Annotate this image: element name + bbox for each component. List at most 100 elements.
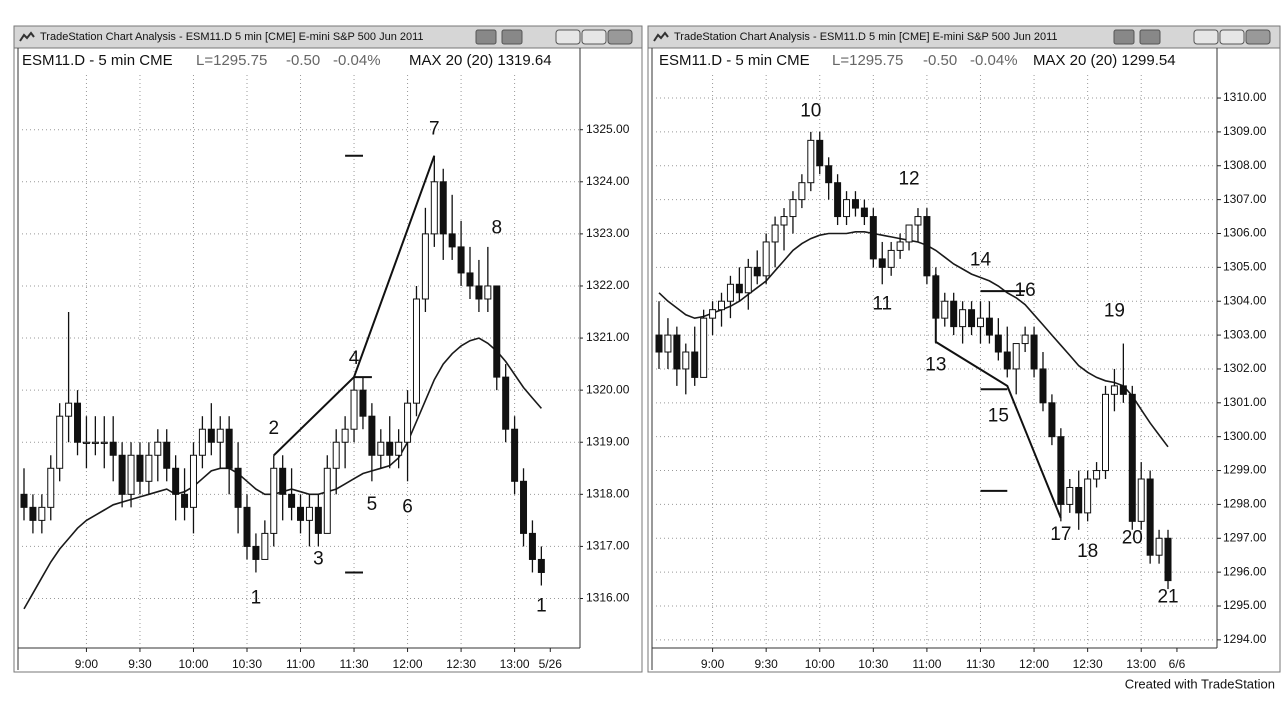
x-tick-label: 9:30 [128, 657, 152, 671]
candle-body [843, 199, 851, 218]
y-tick-label: 1296.00 [1223, 564, 1267, 578]
x-tick-label: 10:30 [232, 657, 262, 671]
candle-body [735, 283, 743, 294]
candle-body [914, 216, 922, 226]
candle-body [528, 532, 536, 560]
candle-body [1110, 385, 1118, 395]
candle-body [994, 334, 1002, 353]
chart-window: TradeStation Chart Analysis - ESM11.D 5 … [647, 25, 1281, 673]
info-last: L=1295.75 [832, 52, 903, 69]
window-frame [13, 25, 643, 673]
candle-body [216, 428, 224, 443]
toolbar-button[interactable] [475, 29, 497, 45]
x-tick-label: 12:30 [446, 657, 476, 671]
candle-body [1048, 402, 1056, 438]
candle-body [100, 441, 108, 444]
candle-body [753, 266, 761, 277]
annotation: 16 [1015, 280, 1036, 301]
candle-body [807, 139, 815, 184]
trend-line [934, 274, 1062, 519]
x-tick-label: 10:30 [858, 657, 888, 671]
candle-body [1057, 436, 1065, 505]
candle-body [950, 300, 958, 328]
annotation: 1 [251, 588, 262, 609]
annotation: 12 [898, 168, 919, 189]
candle-body [878, 258, 886, 268]
candle-body [493, 285, 501, 378]
y-tick-label: 1300.00 [1223, 429, 1267, 443]
candle-body [82, 441, 90, 444]
annotation: 10 [800, 101, 821, 122]
annotation: 11 [872, 294, 892, 315]
candle-body [404, 402, 412, 443]
y-tick-label: 1320.00 [586, 382, 630, 396]
candle-body [691, 351, 699, 378]
info-change: -0.50 [923, 52, 957, 69]
x-tick-label: 9:30 [754, 657, 778, 671]
candle-body [1155, 537, 1163, 556]
candle-body [887, 249, 895, 268]
candle-body [941, 300, 949, 319]
candle-body [1012, 343, 1020, 370]
candle-body [91, 441, 99, 444]
annotation: 20 [1122, 527, 1143, 548]
candle-body [20, 493, 28, 508]
info-symbol: ESM11.D - 5 min CME [22, 52, 173, 69]
annotation: 7 [429, 119, 440, 140]
x-tick-label: 10:00 [805, 657, 835, 671]
maximize-button[interactable] [1219, 29, 1245, 45]
candle-body [74, 402, 82, 443]
info-indicator: MAX 20 (20) 1299.54 [1033, 52, 1176, 69]
candle-body [323, 467, 331, 534]
candle-body [968, 309, 976, 328]
candle-body [395, 441, 403, 456]
candle-body [163, 441, 171, 469]
candle-body [1164, 537, 1172, 582]
candle-body [484, 285, 492, 300]
close-button[interactable] [607, 29, 633, 45]
candle-body [726, 283, 734, 302]
annotation: 21 [1157, 587, 1178, 608]
y-tick-label: 1305.00 [1223, 260, 1267, 274]
info-change: -0.50 [286, 52, 320, 69]
candle-body [154, 441, 162, 456]
candle-body [198, 428, 206, 456]
minimize-button[interactable] [1193, 29, 1219, 45]
candle-body [655, 334, 663, 353]
maximize-button[interactable] [581, 29, 607, 45]
candle-body [511, 428, 519, 482]
candle-body [38, 506, 46, 521]
annotation: 6 [402, 496, 413, 517]
candle-body [439, 181, 447, 235]
candle-body [350, 389, 358, 430]
annotation: 17 [1050, 524, 1071, 545]
candle-body [1030, 334, 1038, 370]
y-tick-label: 1304.00 [1223, 293, 1267, 307]
candle-body [466, 272, 474, 287]
candle-body [207, 428, 215, 443]
y-tick-label: 1297.00 [1223, 530, 1267, 544]
toolbar-button[interactable] [1139, 29, 1161, 45]
info-last: L=1295.75 [196, 52, 267, 69]
y-tick-label: 1318.00 [586, 487, 630, 501]
toolbar-button[interactable] [1113, 29, 1135, 45]
x-tick-label: 12:30 [1073, 657, 1103, 671]
y-tick-label: 1323.00 [586, 226, 630, 240]
candle-body [377, 441, 385, 456]
y-tick-label: 1295.00 [1223, 598, 1267, 612]
window-title: TradeStation Chart Analysis - ESM11.D 5 … [674, 31, 1058, 43]
annotation: 14 [970, 250, 992, 271]
y-tick-label: 1299.00 [1223, 463, 1267, 477]
candle-body [172, 467, 180, 495]
annotation: 19 [1104, 300, 1125, 321]
minimize-button[interactable] [555, 29, 581, 45]
candle-body [225, 428, 233, 469]
candle-body [234, 467, 242, 508]
footer: Created with TradeStation [1125, 676, 1275, 691]
toolbar-button[interactable] [501, 29, 523, 45]
candle-body [1146, 478, 1154, 556]
close-button[interactable] [1245, 29, 1271, 45]
candle-body [305, 506, 313, 521]
y-tick-label: 1308.00 [1223, 158, 1267, 172]
candle-body [744, 266, 752, 294]
